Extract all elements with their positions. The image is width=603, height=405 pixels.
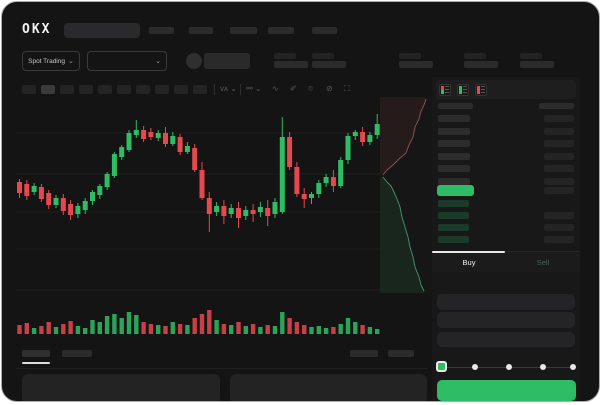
timeframe-button-5[interactable]: [98, 85, 112, 94]
ask-price-3[interactable]: [438, 140, 470, 147]
stat-value-1: [274, 61, 308, 68]
stat-value-3: [399, 61, 433, 68]
fullscreen-icon[interactable]: ⛶: [344, 84, 350, 93]
timeframe-button-9[interactable]: [174, 85, 188, 94]
stat-label-3: [399, 53, 421, 59]
stat-label-5: [520, 53, 542, 59]
timeframe-button-2[interactable]: [41, 85, 55, 94]
bid-price-4[interactable]: [438, 236, 469, 243]
slider-step-2[interactable]: [472, 364, 478, 370]
stat-label-1: [274, 53, 296, 59]
divider: [240, 84, 241, 95]
line-type-icon[interactable]: ∿: [272, 84, 279, 93]
search-input[interactable]: [64, 23, 140, 38]
candlestick-chart[interactable]: [16, 98, 380, 342]
header-action-button[interactable]: [204, 53, 250, 69]
timeframe-button-3[interactable]: [60, 85, 74, 94]
timeframe-button-7[interactable]: [136, 85, 150, 94]
ask-amount-5[interactable]: [544, 165, 574, 172]
market-type-dropdown[interactable]: Spot Trading ⌄: [22, 51, 80, 71]
divider: [16, 368, 427, 369]
orderbook-combined-view-icon[interactable]: [439, 83, 451, 96]
bid-price-1[interactable]: [438, 200, 469, 207]
trade-tabs: Buy Sell: [432, 251, 580, 272]
coin-avatar-icon: [186, 53, 202, 69]
bottom-action-2[interactable]: [388, 350, 414, 357]
market-type-label: Spot Trading: [28, 57, 65, 65]
bid-amount-3[interactable]: [544, 224, 574, 231]
stat-value-2: [312, 61, 346, 68]
amount-slider-handle[interactable]: [436, 361, 447, 372]
total-input[interactable]: [437, 332, 575, 347]
bottom-tab-2[interactable]: [62, 350, 92, 357]
last-price-highlight[interactable]: [437, 185, 474, 196]
indicator-do-icon[interactable]: ⚯ ⌄: [246, 84, 262, 93]
buy-submit-button[interactable]: [437, 380, 576, 401]
pair-selector-dropdown[interactable]: ⌄: [87, 51, 167, 71]
indicator-va-icon[interactable]: ᴠᴀ ⌄: [220, 84, 237, 93]
depth-chart[interactable]: [380, 97, 432, 293]
ask-amount-2[interactable]: [544, 127, 574, 135]
timeframe-button-10[interactable]: [193, 85, 207, 94]
bottom-tab-underline: [22, 362, 50, 364]
orders-panel-placeholder: [22, 374, 220, 401]
orderbook-price-header: [438, 103, 473, 109]
orderbook-amount-header: [539, 103, 574, 109]
ask-price-2[interactable]: [438, 127, 470, 135]
ask-amount-6[interactable]: [544, 177, 574, 185]
active-tab-indicator: [432, 251, 505, 253]
slider-step-4[interactable]: [540, 364, 546, 370]
amount-input[interactable]: [437, 312, 575, 328]
stat-value-5: [520, 61, 554, 68]
tab-sell[interactable]: Sell: [536, 257, 550, 267]
nav-item-1[interactable]: [149, 27, 174, 34]
camera-snapshot-icon[interactable]: ⌾: [308, 84, 313, 93]
draw-tool-icon[interactable]: ✐: [290, 84, 297, 93]
ask-amount-1[interactable]: [544, 115, 574, 122]
stat-label-4: [464, 53, 486, 59]
chevron-down-icon: ⌄: [155, 57, 161, 65]
timeframe-button-6[interactable]: [117, 85, 131, 94]
nav-item-4[interactable]: [268, 27, 294, 34]
order-book-trade-panel: Buy Sell: [432, 77, 580, 401]
stat-label-2: [312, 53, 334, 59]
nav-item-5[interactable]: [312, 27, 337, 34]
nav-item-3[interactable]: [230, 27, 257, 34]
bid-price-2[interactable]: [438, 212, 469, 219]
price-input[interactable]: [437, 294, 575, 310]
orderbook-bids-view-icon[interactable]: [457, 83, 469, 96]
ask-price-6[interactable]: [438, 177, 470, 185]
history-panel-placeholder: [230, 374, 427, 401]
bid-amount-4[interactable]: [544, 236, 574, 243]
timeframe-button-8[interactable]: [155, 85, 169, 94]
slider-step-5[interactable]: [570, 364, 576, 370]
ask-price-5[interactable]: [438, 165, 470, 172]
ask-amount-3[interactable]: [544, 140, 574, 147]
bid-amount-2[interactable]: [544, 212, 574, 219]
bottom-tab-active[interactable]: [22, 350, 50, 357]
timeframe-button-4[interactable]: [79, 85, 93, 94]
last-price-amount[interactable]: [544, 187, 574, 194]
bottom-action-1[interactable]: [350, 350, 378, 357]
ask-price-1[interactable]: [438, 115, 470, 122]
tab-buy[interactable]: Buy: [462, 257, 476, 267]
orderbook-view-toggles: [436, 80, 576, 99]
stat-value-4: [464, 61, 498, 68]
okx-logo[interactable]: OKX: [22, 22, 52, 37]
timeframe-button-1[interactable]: [22, 85, 36, 94]
nav-item-2[interactable]: [189, 27, 213, 34]
chart-settings-icon[interactable]: ⊘: [326, 84, 333, 93]
slider-step-3[interactable]: [506, 364, 512, 370]
orderbook-asks-view-icon[interactable]: [475, 83, 487, 96]
divider: [214, 84, 215, 95]
ask-amount-4[interactable]: [544, 152, 574, 160]
chevron-down-icon: ⌄: [67, 57, 74, 65]
bid-price-3[interactable]: [438, 224, 469, 231]
ask-price-4[interactable]: [438, 152, 470, 160]
